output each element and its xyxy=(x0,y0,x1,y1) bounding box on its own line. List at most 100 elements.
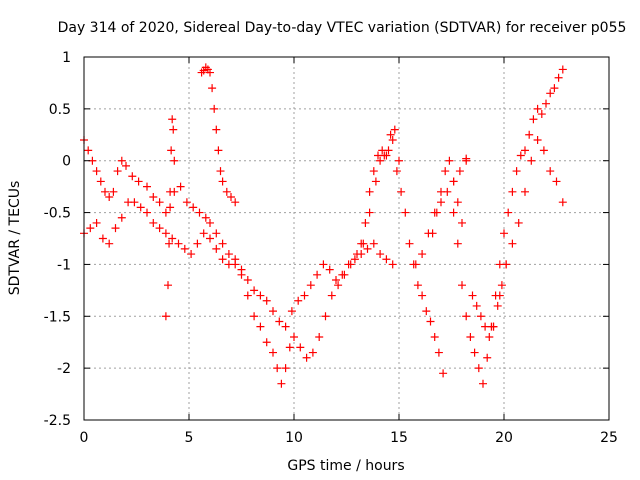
data-point-plus xyxy=(300,291,309,300)
data-point-plus xyxy=(92,167,101,176)
data-point-plus xyxy=(176,182,185,191)
data-point-plus xyxy=(546,167,555,176)
y-tick-label: -0.5 xyxy=(44,206,71,222)
data-point-plus xyxy=(382,255,391,264)
gridlines xyxy=(84,57,609,420)
data-point-plus xyxy=(243,291,252,300)
data-point-plus xyxy=(445,156,454,165)
data-point-plus xyxy=(525,130,534,139)
data-point-plus xyxy=(306,281,315,290)
data-point-plus xyxy=(327,291,336,300)
data-point-plus xyxy=(353,250,361,259)
data-point-plus xyxy=(332,275,340,284)
data-point-plus xyxy=(521,187,529,196)
data-point-plus xyxy=(470,348,479,357)
data-point-plus xyxy=(458,281,466,290)
data-point-plus xyxy=(319,260,328,269)
data-point-plus xyxy=(269,348,277,357)
data-point-plus xyxy=(495,291,504,300)
data-point-plus xyxy=(468,291,477,300)
data-point-plus xyxy=(262,296,271,305)
data-point-plus xyxy=(277,379,286,388)
y-tick-label: -1 xyxy=(57,257,71,273)
y-tick-label: 0.5 xyxy=(49,102,71,118)
data-point-plus xyxy=(206,218,214,227)
data-point-plus xyxy=(237,265,246,274)
data-point-plus xyxy=(514,218,523,227)
data-point-plus xyxy=(418,291,427,300)
data-point-plus xyxy=(296,343,305,352)
data-point-plus xyxy=(84,146,93,155)
data-point-plus xyxy=(195,208,204,217)
data-point-plus xyxy=(182,198,191,207)
data-point-plus xyxy=(250,312,259,321)
data-point-plus xyxy=(105,239,114,248)
data-point-plus xyxy=(508,239,517,248)
data-point-plus xyxy=(180,244,189,253)
data-point-plus xyxy=(161,229,170,238)
data-point-plus xyxy=(361,218,370,227)
data-point-plus xyxy=(227,193,235,202)
data-point-plus xyxy=(287,307,296,316)
data-point-plus xyxy=(374,151,382,160)
data-point-plus xyxy=(96,177,105,186)
data-point-plus xyxy=(512,167,521,176)
data-point-plus xyxy=(149,218,158,227)
data-point-plus xyxy=(426,317,435,326)
data-point-plus xyxy=(174,239,183,248)
data-point-plus xyxy=(321,312,330,321)
data-point-plus xyxy=(340,270,349,279)
data-point-plus xyxy=(308,348,317,357)
data-point-plus xyxy=(422,307,431,316)
data-point-plus xyxy=(453,239,462,248)
data-point-plus xyxy=(224,250,233,259)
data-point-plus xyxy=(143,182,151,191)
series-track xyxy=(357,125,403,248)
data-point-plus xyxy=(105,193,114,202)
data-point-plus xyxy=(256,322,265,331)
series-track xyxy=(468,260,511,342)
data-point-plus xyxy=(256,291,265,300)
data-point-plus xyxy=(363,244,372,253)
data-point-plus xyxy=(527,156,536,165)
data-point-plus xyxy=(302,353,311,362)
data-point-plus xyxy=(376,156,385,165)
data-point-plus xyxy=(378,146,387,155)
data-point-plus xyxy=(168,115,177,124)
series-track xyxy=(449,65,567,388)
data-point-plus xyxy=(472,301,481,310)
data-point-plus xyxy=(189,203,198,212)
series-track xyxy=(161,115,179,321)
y-tick-label: 0 xyxy=(62,154,71,170)
data-point-plus xyxy=(208,84,217,93)
data-point-plus xyxy=(476,312,485,321)
data-point-plus xyxy=(441,167,450,176)
data-point-plus xyxy=(167,146,176,155)
data-point-plus xyxy=(166,187,175,196)
data-point-plus xyxy=(558,198,567,207)
data-point-plus xyxy=(231,255,240,264)
data-point-plus xyxy=(212,229,221,238)
data-point-plus xyxy=(369,239,378,248)
data-point-plus xyxy=(432,208,441,217)
data-point-plus xyxy=(411,260,420,269)
data-point-plus xyxy=(350,255,359,264)
data-point-plus xyxy=(155,198,164,207)
x-tick-label: 15 xyxy=(390,430,408,446)
data-point-plus xyxy=(546,89,555,98)
data-point-plus xyxy=(516,151,525,160)
data-point-plus xyxy=(388,260,397,269)
data-point-plus xyxy=(136,203,145,212)
series-track xyxy=(411,156,471,269)
data-point-plus xyxy=(474,364,483,373)
data-point-plus xyxy=(169,125,178,134)
data-point-plus xyxy=(143,208,151,217)
data-point-plus xyxy=(386,130,395,139)
data-point-plus xyxy=(313,270,322,279)
data-point-plus xyxy=(533,104,542,113)
data-point-plus xyxy=(224,260,233,269)
data-points xyxy=(80,63,567,388)
data-point-plus xyxy=(86,224,95,233)
x-axis-label: GPS time / hours xyxy=(287,458,404,474)
data-point-plus xyxy=(161,312,170,321)
